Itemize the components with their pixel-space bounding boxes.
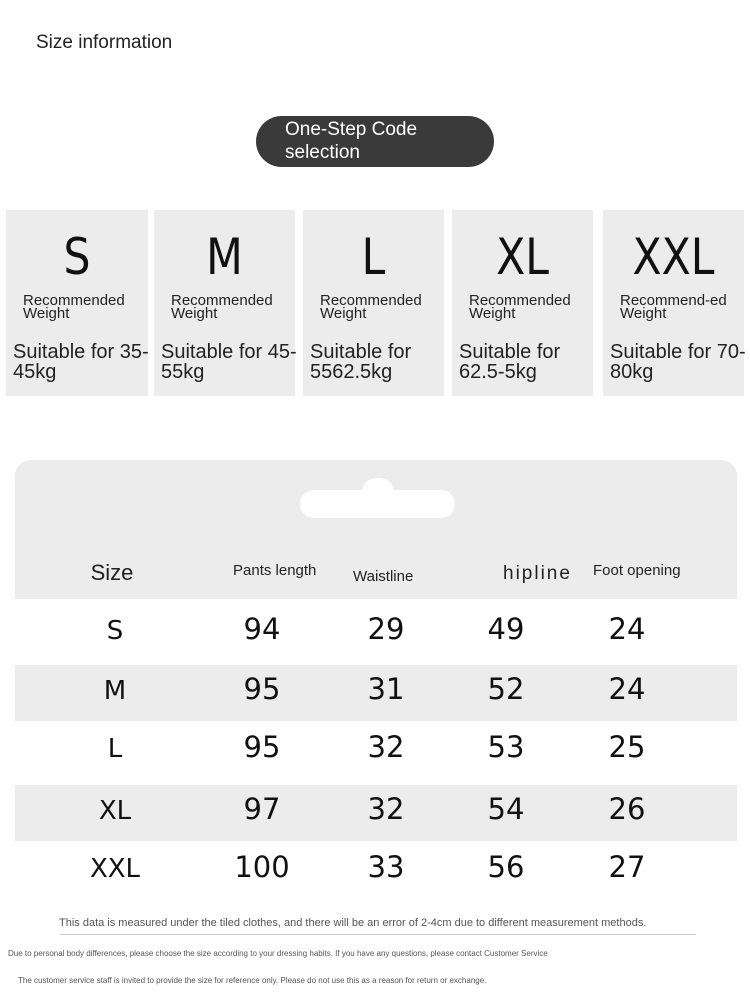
size-cell: L bbox=[107, 734, 123, 764]
recommended-weight-label: Recommended Weight bbox=[320, 292, 422, 322]
column-header: Waistline bbox=[353, 568, 414, 585]
page-title: Size information bbox=[36, 32, 173, 53]
weight-range: Suitable for 62.5-5kg bbox=[459, 341, 561, 383]
recommended-weight-label: Recommended Weight bbox=[171, 292, 273, 322]
measurement-cell: 26 bbox=[608, 792, 646, 826]
hanger-hole-bump bbox=[362, 478, 394, 506]
measurement-cell: 33 bbox=[367, 850, 405, 884]
measurement-cell: 32 bbox=[367, 792, 405, 826]
measurement-cell: 49 bbox=[487, 612, 525, 646]
size-cell: M bbox=[103, 676, 127, 706]
measurement-cell: 27 bbox=[608, 850, 646, 884]
row-band bbox=[15, 665, 737, 721]
note-body-differences: Due to personal body differences, please… bbox=[8, 949, 548, 958]
column-header: Size bbox=[90, 560, 134, 585]
recommended-weight-label: Recommended Weight bbox=[23, 292, 125, 322]
measurement-cell: 54 bbox=[487, 792, 525, 826]
measurement-cell: 95 bbox=[243, 730, 281, 764]
size-cell: S bbox=[106, 616, 124, 646]
measurement-cell: 52 bbox=[487, 672, 525, 706]
measurement-cell: 32 bbox=[367, 730, 405, 764]
recommended-weight-label: Recommend-ed Weight bbox=[620, 292, 727, 322]
note-measurement: This data is measured under the tiled cl… bbox=[59, 917, 647, 929]
size-card-m[interactable]: M Recommended Weight Suitable for 45-55k… bbox=[154, 210, 297, 396]
measurement-cell: 53 bbox=[487, 730, 525, 764]
note-reference-only: The customer service staff is invited to… bbox=[18, 976, 487, 985]
size-letter: M bbox=[206, 228, 243, 286]
size-card-xxl[interactable]: XXL Recommend-ed Weight Suitable for 70-… bbox=[603, 210, 746, 396]
measurement-cell: 29 bbox=[367, 612, 405, 646]
row-band bbox=[15, 785, 737, 841]
weight-range: Suitable for 35-45kg bbox=[13, 341, 149, 383]
weight-range: Suitable for 45-55kg bbox=[161, 341, 297, 383]
size-cell: XXL bbox=[89, 854, 141, 884]
size-cell: XL bbox=[98, 796, 132, 826]
column-header: Foot opening bbox=[593, 562, 681, 579]
measurement-cell: 31 bbox=[367, 672, 405, 706]
measurement-cell: 24 bbox=[608, 672, 646, 706]
measurement-cell: 95 bbox=[243, 672, 281, 706]
size-letter: XXL bbox=[632, 228, 715, 286]
column-header: hipline bbox=[503, 563, 572, 584]
divider bbox=[60, 934, 696, 935]
measurement-cell: 97 bbox=[243, 792, 281, 826]
one-step-code-selection-button[interactable]: One-Step Code selection bbox=[256, 116, 494, 167]
size-card-l[interactable]: L Recommended Weight Suitable for 5562.5… bbox=[303, 210, 444, 396]
size-letter: L bbox=[361, 228, 386, 286]
measurement-cell: 25 bbox=[608, 730, 646, 764]
recommended-weight-label: Recommended Weight bbox=[469, 292, 571, 322]
row-band bbox=[15, 549, 737, 599]
size-letter: S bbox=[63, 228, 91, 286]
measurement-cell: 100 bbox=[234, 850, 290, 884]
measurement-cell: 56 bbox=[487, 850, 525, 884]
measurement-cell: 94 bbox=[243, 612, 281, 646]
weight-range: Suitable for 5562.5kg bbox=[310, 341, 412, 383]
measurement-cell: 24 bbox=[608, 612, 646, 646]
column-header: Pants length bbox=[233, 562, 317, 579]
size-card-s[interactable]: S Recommended Weight Suitable for 35-45k… bbox=[6, 210, 149, 396]
size-card-xl[interactable]: XL Recommended Weight Suitable for 62.5-… bbox=[452, 210, 593, 396]
weight-range: Suitable for 70-80kg bbox=[610, 341, 746, 383]
size-letter: XL bbox=[496, 228, 549, 286]
